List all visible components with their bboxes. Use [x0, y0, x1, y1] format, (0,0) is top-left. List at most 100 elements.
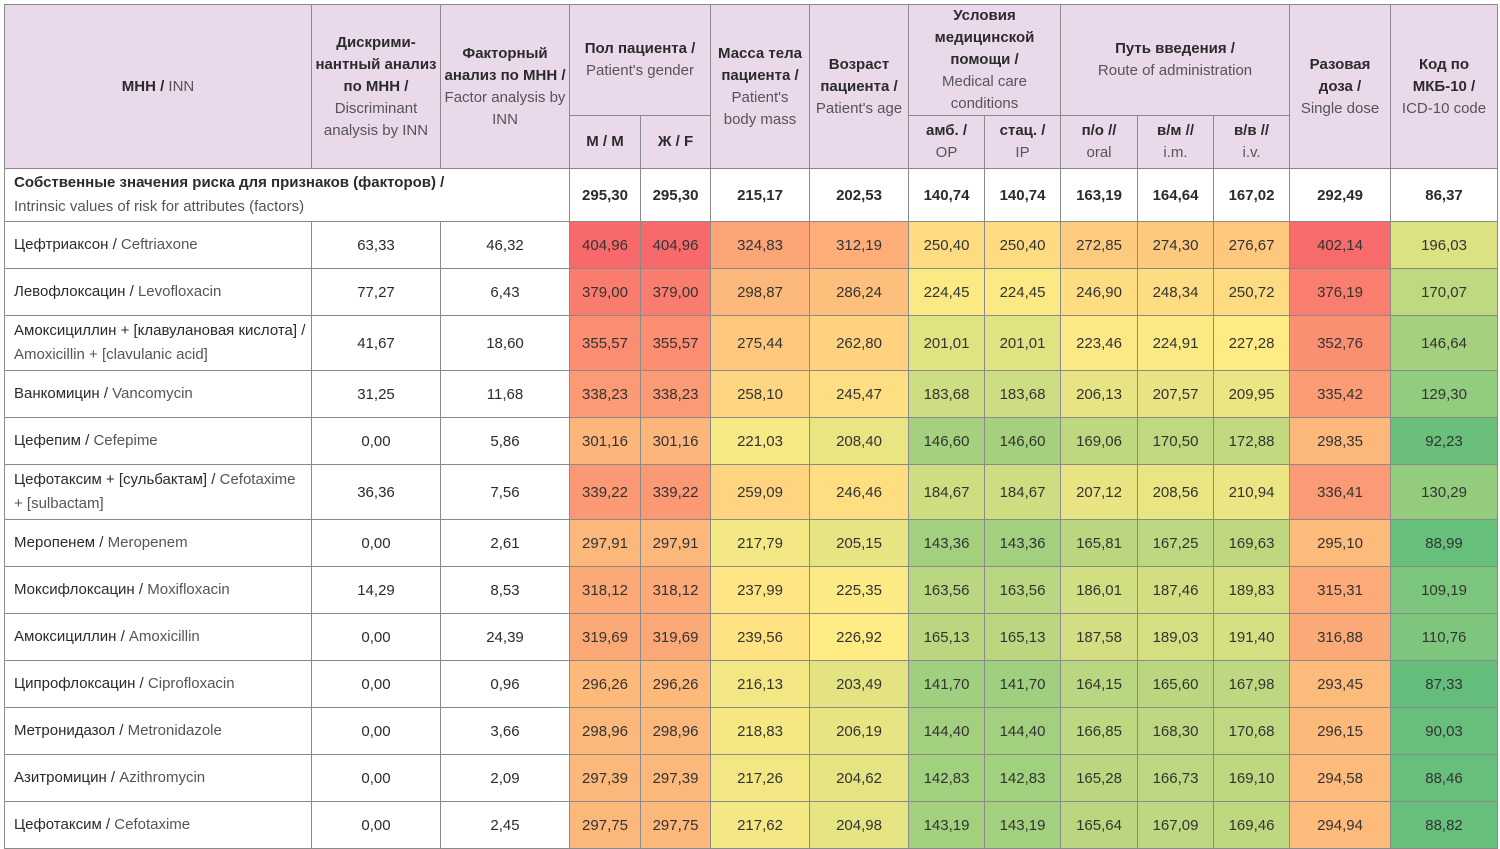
risk-value-cell: 339,22: [639, 464, 712, 520]
risk-value-cell: 297,39: [569, 754, 641, 802]
risk-value-cell: 379,00: [569, 268, 641, 316]
discriminant-value: 41,67: [311, 315, 441, 371]
risk-value-cell: 183,68: [908, 370, 986, 418]
risk-value-cell: 208,56: [1137, 464, 1215, 520]
risk-value-cell: 88,99: [1390, 519, 1499, 567]
drug-name: Амоксициллин + [клавулановая кислота] / …: [4, 315, 312, 371]
header-discriminant: Дискрими-нантный анализ по МНН / Discrimi…: [311, 4, 441, 169]
drug-name-ru: Цефтриаксон /: [14, 236, 117, 253]
risk-value-cell: 110,76: [1390, 613, 1499, 661]
table-row: Метронидазол / Metronidazole 0,00 3,66 298,…: [4, 707, 1499, 755]
risk-value-cell: 293,45: [1289, 660, 1392, 708]
factor-value: 3,66: [440, 707, 570, 755]
factor-value: 5,86: [440, 417, 570, 465]
risk-value-cell: 144,40: [984, 707, 1062, 755]
intrinsic-value: 215,17: [710, 168, 811, 222]
risk-value-cell: 189,03: [1137, 613, 1215, 661]
risk-value-cell: 165,60: [1137, 660, 1215, 708]
table-row: Цефтриаксон / Ceftriaxone 63,33 46,32 404,9…: [4, 221, 1499, 269]
risk-value-cell: 223,46: [1060, 315, 1139, 371]
risk-value-cell: 206,19: [809, 707, 910, 755]
risk-value-cell: 301,16: [639, 417, 712, 465]
risk-value-cell: 245,47: [809, 370, 910, 418]
drug-name-ru: Цефепим /: [14, 432, 90, 449]
drug-name-ru: Цефотаксим /: [14, 816, 111, 833]
risk-value-cell: 210,94: [1213, 464, 1291, 520]
risk-value-cell: 272,85: [1060, 221, 1139, 269]
risk-value-cell: 165,13: [984, 613, 1062, 661]
risk-value-cell: 165,64: [1060, 801, 1139, 849]
risk-value-cell: 146,60: [908, 417, 986, 465]
drug-name-en: Cefotaxime + [sulbactam]: [14, 471, 296, 512]
risk-value-cell: 250,40: [908, 221, 986, 269]
drug-name-en: Levofloxacin: [137, 283, 222, 300]
intrinsic-label: Собственные значения риска для признаков…: [4, 168, 570, 222]
risk-value-cell: 250,72: [1213, 268, 1291, 316]
risk-value-cell: 379,00: [639, 268, 712, 316]
risk-value-cell: 165,13: [908, 613, 986, 661]
header-cond-ip: стац. / IP: [984, 115, 1062, 169]
risk-value-cell: 404,96: [639, 221, 712, 269]
risk-value-cell: 207,57: [1137, 370, 1215, 418]
risk-value-cell: 209,95: [1213, 370, 1291, 418]
table-row: Левофлоксацин / Levofloxacin 77,27 6,43 379…: [4, 268, 1499, 316]
drug-name-en: Azithromycin: [119, 769, 206, 786]
risk-value-cell: 258,10: [710, 370, 811, 418]
intrinsic-value: 295,30: [569, 168, 641, 222]
drug-name-ru: Амоксициллин /: [14, 628, 125, 645]
factor-value: 2,09: [440, 754, 570, 802]
table-row: Ванкомицин / Vancomycin 31,25 11,68 338,23 3…: [4, 370, 1499, 418]
discriminant-value: 0,00: [311, 660, 441, 708]
drug-name-en: Metronidazole: [127, 722, 222, 739]
risk-value-cell: 204,62: [809, 754, 910, 802]
risk-value-cell: 298,87: [710, 268, 811, 316]
risk-value-cell: 92,23: [1390, 417, 1499, 465]
risk-value-cell: 169,46: [1213, 801, 1291, 849]
risk-value-cell: 187,58: [1060, 613, 1139, 661]
risk-value-cell: 312,19: [809, 221, 910, 269]
risk-value-cell: 146,64: [1390, 315, 1499, 371]
drug-name-ru: Левофлоксацин /: [14, 283, 134, 300]
risk-value-cell: 296,26: [569, 660, 641, 708]
header-cond-op: амб. / OP: [908, 115, 986, 169]
intrinsic-value: 86,37: [1390, 168, 1499, 222]
risk-value-cell: 262,80: [809, 315, 910, 371]
discriminant-value: 14,29: [311, 566, 441, 614]
table-row: Азитромицин / Azithromycin 0,00 2,09 297,39…: [4, 754, 1499, 802]
risk-value-cell: 316,88: [1289, 613, 1392, 661]
discriminant-value: 0,00: [311, 417, 441, 465]
drug-name: Метронидазол / Metronidazole: [4, 707, 312, 755]
drug-name: Левофлоксацин / Levofloxacin: [4, 268, 312, 316]
risk-value-cell: 189,83: [1213, 566, 1291, 614]
risk-value-cell: 246,90: [1060, 268, 1139, 316]
header-gender: Пол пациента / Patient's gender: [568, 4, 712, 116]
risk-value-cell: 376,19: [1289, 268, 1392, 316]
header-route-iv: в/в //i.v.: [1213, 115, 1291, 169]
risk-value-cell: 402,14: [1289, 221, 1392, 269]
risk-value-cell: 296,26: [639, 660, 712, 708]
risk-value-cell: 143,19: [984, 801, 1062, 849]
risk-value-cell: 294,58: [1289, 754, 1392, 802]
drug-name: Амоксициллин / Amoxicillin: [4, 613, 312, 661]
drug-name-en: Amoxicillin: [128, 628, 200, 645]
drug-name-en: Meropenem: [107, 534, 188, 551]
risk-value-cell: 88,82: [1390, 801, 1499, 849]
drug-name: Ванкомицин / Vancomycin: [4, 370, 312, 418]
discriminant-value: 0,00: [311, 754, 441, 802]
discriminant-value: 77,27: [311, 268, 441, 316]
drug-name-ru: Метронидазол /: [14, 722, 124, 739]
header-route-oral: п/о //oral: [1060, 115, 1139, 169]
risk-value-cell: 324,83: [710, 221, 811, 269]
risk-value-cell: 224,45: [908, 268, 986, 316]
header-gender-f: Ж / F: [639, 115, 712, 169]
risk-value-cell: 143,19: [908, 801, 986, 849]
drug-name: Цефотаксим + [сульбактам] / Cefotaxime +…: [4, 464, 312, 520]
drug-name-ru: Меропенем /: [14, 534, 104, 551]
risk-value-cell: 297,75: [639, 801, 712, 849]
table-row: Амоксициллин / Amoxicillin 0,00 24,39 319,6…: [4, 613, 1499, 661]
intrinsic-value: 163,19: [1060, 168, 1139, 222]
risk-value-cell: 221,03: [710, 417, 811, 465]
risk-value-cell: 217,79: [710, 519, 811, 567]
risk-value-cell: 170,50: [1137, 417, 1215, 465]
risk-value-cell: 355,57: [569, 315, 641, 371]
